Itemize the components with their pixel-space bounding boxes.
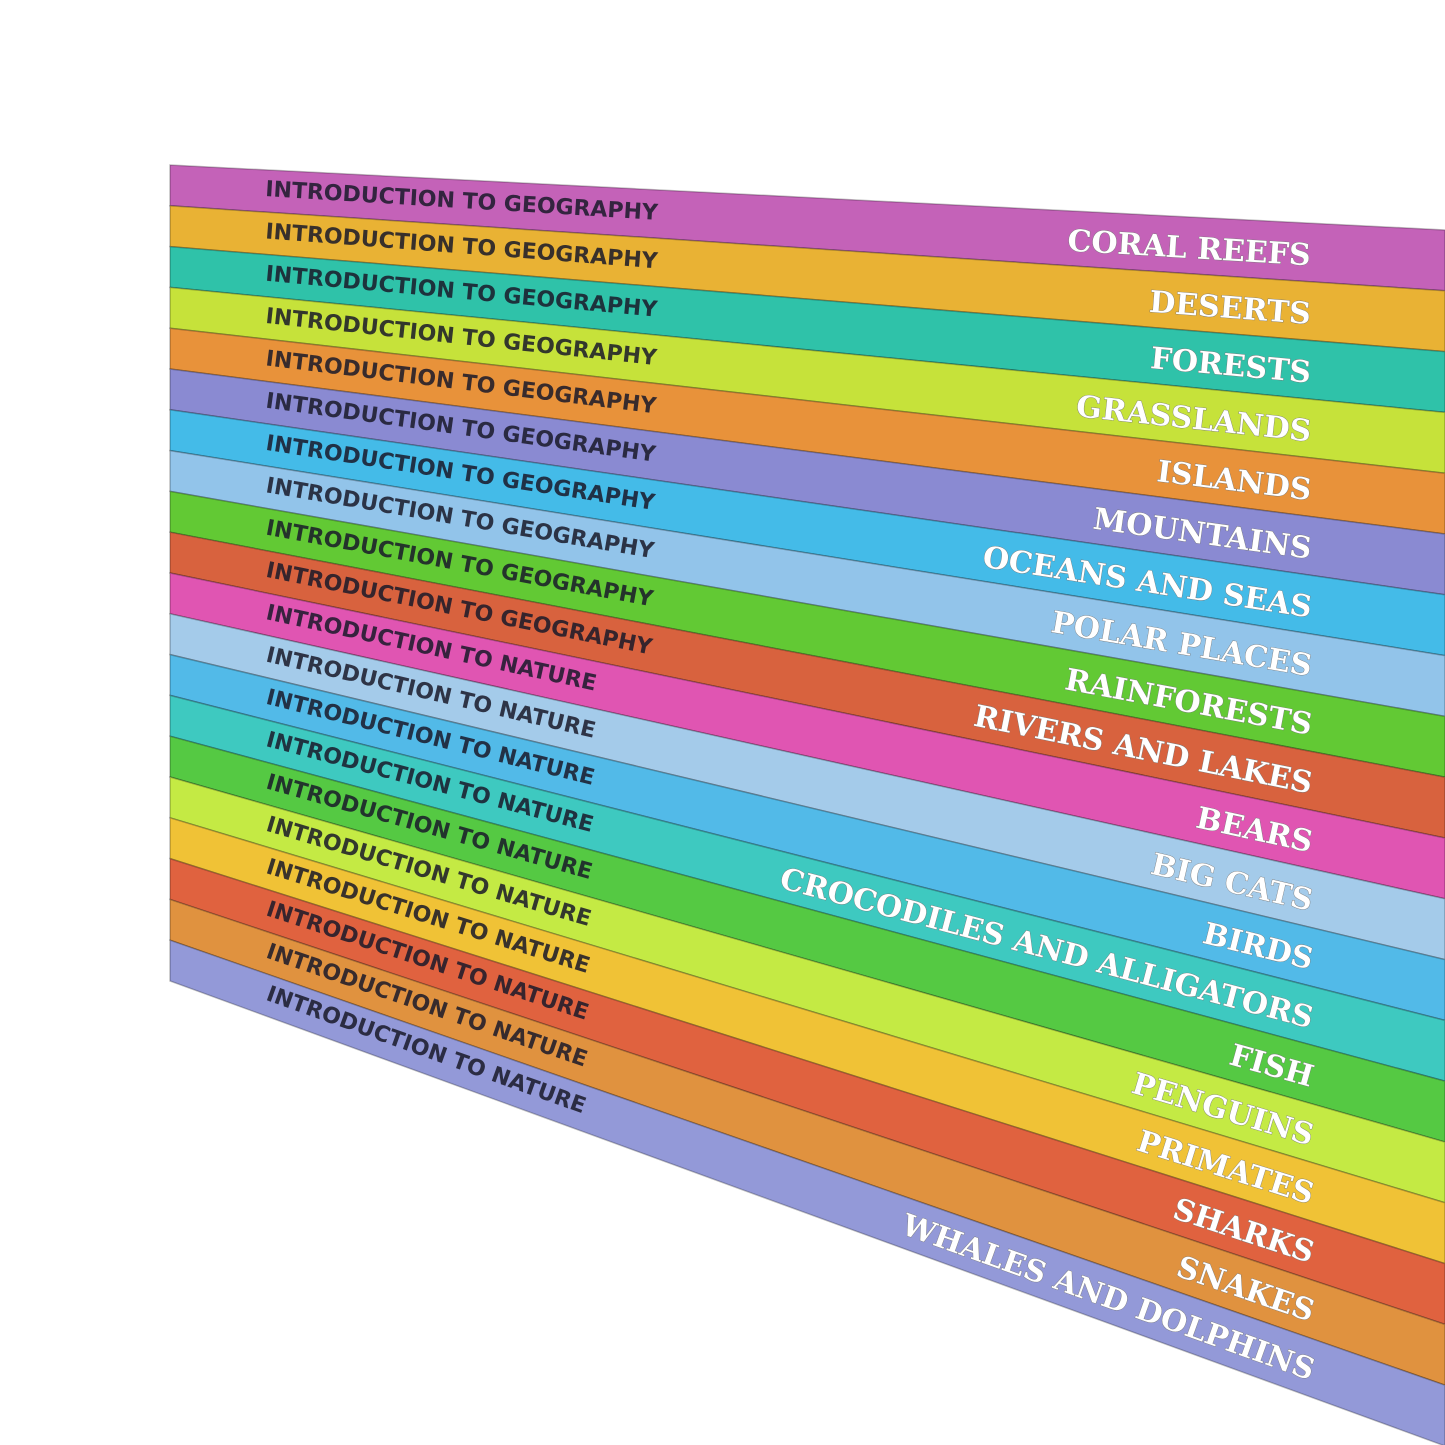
spine-shape: [169, 776, 1445, 1204]
spine-shape: [169, 939, 1445, 1445]
spine-shape: [169, 694, 1445, 1082]
spine-shape: [169, 449, 1445, 718]
spine-shape: [169, 164, 1445, 292]
spine-shape: [169, 857, 1445, 1326]
spine-shape: [169, 408, 1445, 657]
spine-shape: [169, 327, 1445, 535]
spine-shape: [169, 490, 1445, 778]
spine-shape: [169, 572, 1445, 900]
spine-shape: [169, 898, 1445, 1386]
spine-shape: [169, 816, 1445, 1265]
spine-shape: [169, 735, 1445, 1143]
spine-shape: [169, 204, 1445, 353]
spine-shape: [169, 612, 1445, 961]
spine-shape: [169, 286, 1445, 474]
spine-shape: [169, 531, 1445, 839]
spine-shape: [169, 653, 1445, 1022]
spine-shape: [169, 368, 1445, 596]
spine-shape: [169, 245, 1445, 414]
